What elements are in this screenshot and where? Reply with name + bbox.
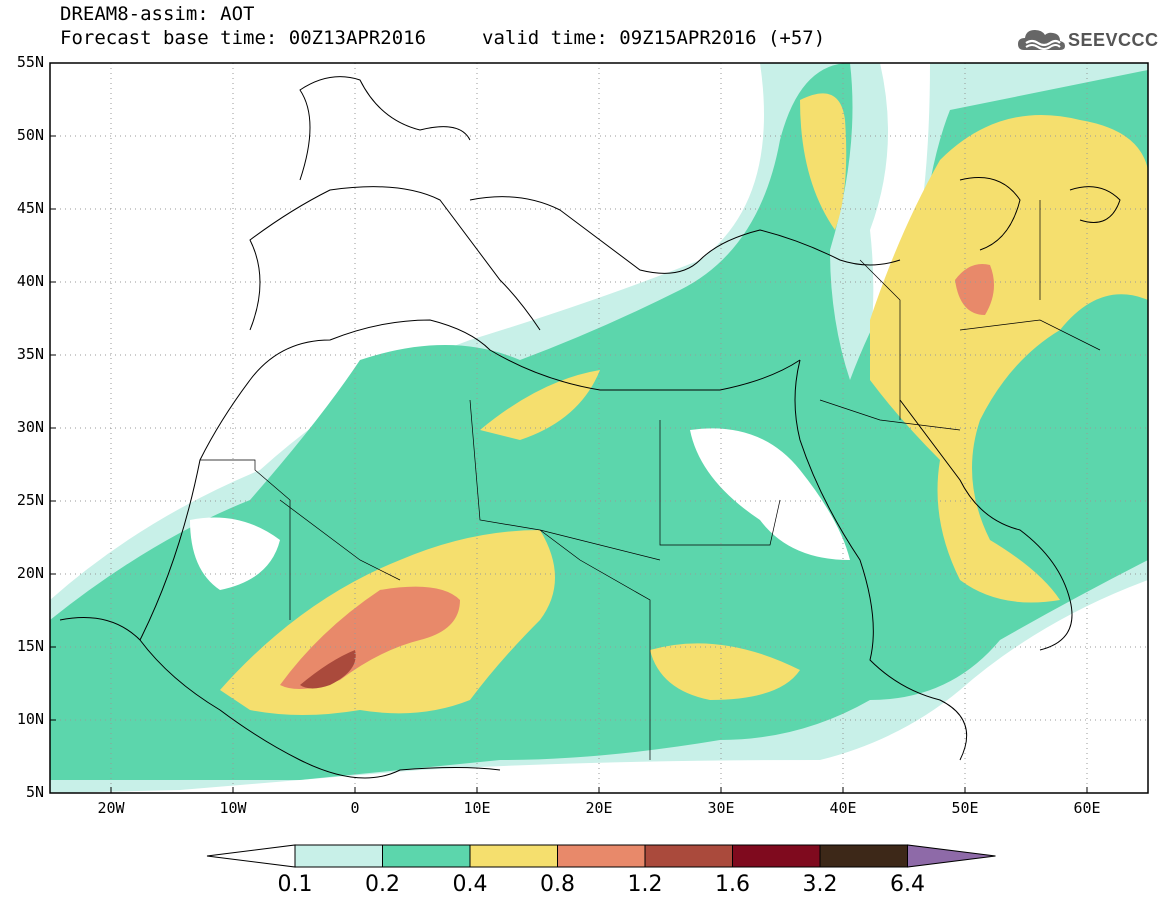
axis-ticks — [50, 62, 1088, 794]
graticule — [50, 63, 1148, 793]
lat-tick-label: 35N — [16, 345, 44, 363]
lon-tick-label: 0 — [350, 799, 360, 817]
aot-band-0.8 — [280, 264, 994, 689]
aot-band-0.4 — [220, 93, 1148, 716]
colorbar-label: 0.8 — [540, 872, 575, 897]
lat-tick-label: 55N — [16, 53, 44, 71]
lon-tick-label: 60E — [1073, 799, 1101, 817]
colorbar-label: 1.6 — [715, 872, 750, 897]
aot-field — [50, 63, 1148, 793]
lat-tick-label: 10N — [16, 710, 44, 728]
lat-tick-label: 40N — [16, 272, 44, 290]
logo-text: SEEVCCC — [1068, 30, 1159, 50]
lon-tick-label: 20E — [585, 799, 613, 817]
lon-tick-label: 50E — [951, 799, 979, 817]
lat-tick-label: 25N — [16, 491, 44, 509]
map-title: DREAM8-assim: AOT — [60, 3, 255, 25]
coastlines — [59, 76, 1121, 779]
aot-band-1.2 — [300, 650, 356, 689]
colorbar-label: 1.2 — [627, 872, 663, 897]
lon-tick-label: 20W — [97, 799, 125, 817]
low-aot-region-egypt — [690, 428, 850, 560]
country-borders — [200, 200, 1101, 760]
colorbar-label: 0.4 — [452, 872, 488, 897]
lat-tick-label: 5N — [25, 783, 44, 801]
valid-time-label: valid time: 09Z15APR2016 (+57) — [482, 27, 826, 49]
colorbar-label: 0.2 — [365, 872, 400, 897]
cloud-icon — [1018, 30, 1065, 50]
lat-tick-label: 50N — [16, 126, 44, 144]
colorbar-label: 0.1 — [277, 872, 313, 897]
lon-tick-label: 10W — [219, 799, 247, 817]
lat-tick-label: 15N — [16, 637, 44, 655]
lon-tick-label: 30E — [707, 799, 735, 817]
low-aot-region-west — [190, 517, 280, 590]
lat-tick-label: 20N — [16, 564, 44, 582]
colorbar-label: 3.2 — [802, 872, 838, 897]
lon-tick-label: 10E — [463, 799, 491, 817]
colorbar-label: 6.4 — [890, 872, 925, 897]
base-time-label: Forecast base time: 00Z13APR2016 — [60, 27, 427, 49]
lat-tick-label: 45N — [16, 199, 44, 217]
seevccc-logo: SEEVCCC — [1016, 22, 1159, 58]
lon-tick-label: 40E — [829, 799, 857, 817]
lat-tick-label: 30N — [16, 418, 44, 436]
